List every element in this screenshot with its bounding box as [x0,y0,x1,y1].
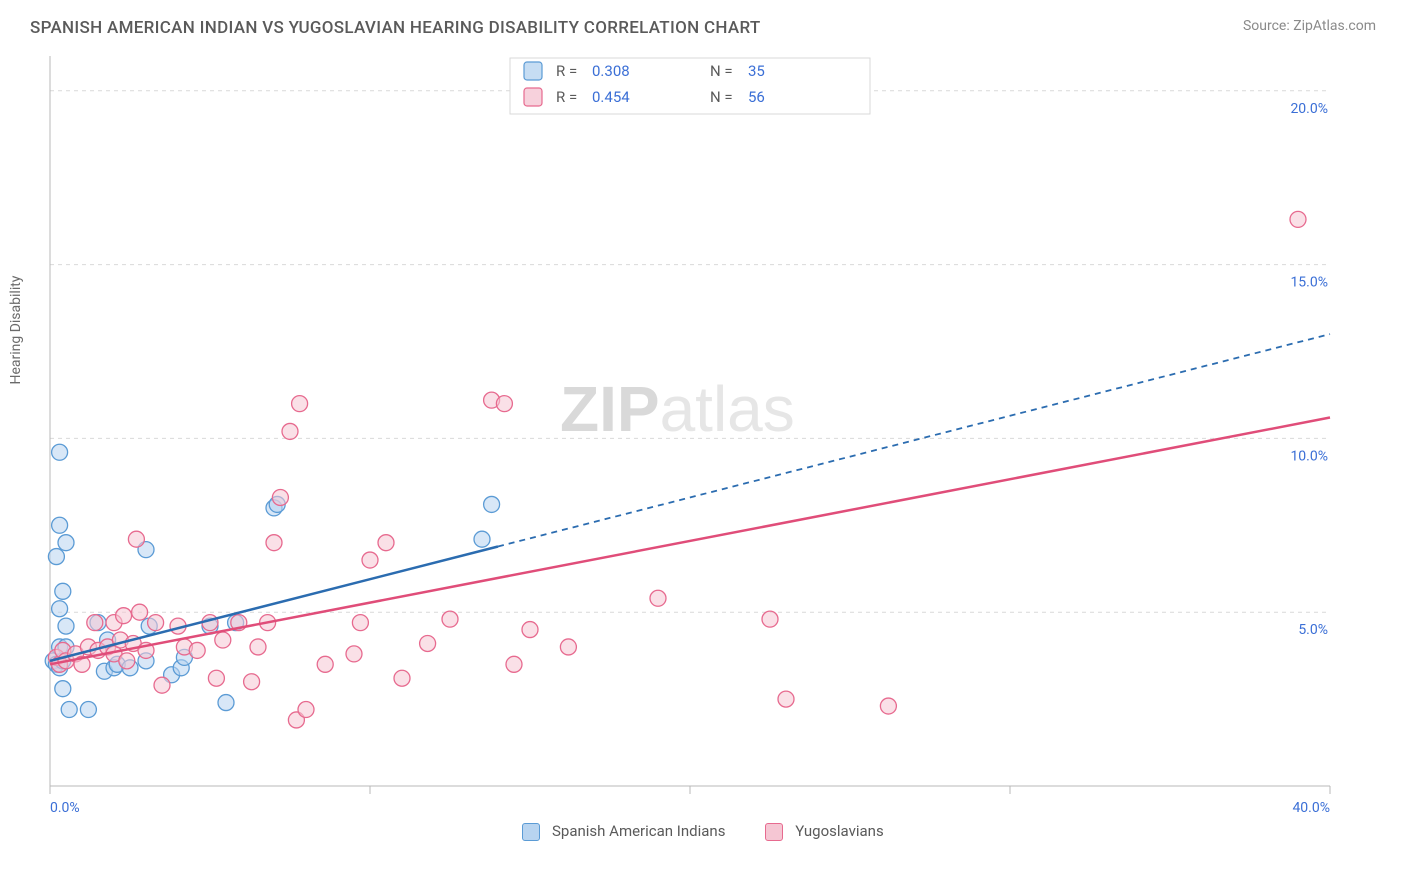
data-point-spanish [52,444,68,460]
data-point-yugo [650,590,666,606]
data-point-yugo [362,552,378,568]
data-point-spanish [52,601,68,617]
legend-r-label: R = [556,88,577,106]
data-point-spanish [80,702,96,718]
chart-title: SPANISH AMERICAN INDIAN VS YUGOSLAVIAN H… [30,18,761,38]
data-point-yugo [762,611,778,627]
data-point-yugo [189,642,205,658]
data-point-spanish [52,517,68,533]
legend-n-value-yugo: 56 [748,88,765,106]
y-tick-label: 5.0% [1298,622,1328,638]
data-point-spanish [474,531,490,547]
swatch-yugo [765,823,783,841]
data-point-yugo [116,608,132,624]
legend-r-label: R = [556,62,577,80]
legend-r-value-yugo: 0.454 [592,88,630,106]
data-point-yugo [208,670,224,686]
legend-swatch-yugo [524,88,542,106]
data-point-spanish [55,681,71,697]
data-point-yugo [317,656,333,672]
data-point-yugo [560,639,576,655]
data-point-spanish [484,496,500,512]
data-point-yugo [1290,211,1306,227]
data-point-spanish [58,618,74,634]
data-point-yugo [442,611,458,627]
data-point-spanish [58,535,74,551]
data-point-spanish [218,695,234,711]
data-point-yugo [506,656,522,672]
trend-line-yugo [50,418,1330,665]
watermark: ZIPatlas [560,373,795,445]
correlation-chart: 5.0% 10.0% 15.0% 20.0% ZIPatlas 0.0% 40.0% R = 0… [30,46,1350,816]
legend-label-spanish: Spanish American Indians [552,822,725,840]
data-point-yugo [132,604,148,620]
data-point-yugo [119,653,135,669]
swatch-spanish [522,823,540,841]
legend-n-label: N = [710,88,733,106]
data-point-yugo [880,698,896,714]
data-point-yugo [266,535,282,551]
data-point-yugo [346,646,362,662]
legend-r-value-spanish: 0.308 [592,62,630,80]
data-point-yugo [272,489,288,505]
legend-n-value-spanish: 35 [748,62,765,80]
data-point-yugo [420,635,436,651]
data-point-yugo [148,615,164,631]
data-point-spanish [48,549,64,565]
data-point-yugo [394,670,410,686]
legend-item-spanish: Spanish American Indians [522,822,725,841]
data-point-spanish [55,583,71,599]
data-point-yugo [292,396,308,412]
data-point-yugo [522,622,538,638]
source-label: Source: ZipAtlas.com [1243,18,1376,34]
data-point-yugo [244,674,260,690]
data-point-yugo [282,423,298,439]
data-point-yugo [250,639,266,655]
y-tick-label: 20.0% [1290,101,1328,117]
y-tick-label: 10.0% [1290,448,1328,464]
data-point-yugo [378,535,394,551]
legend-label-yugo: Yugoslavians [795,822,884,840]
legend-swatch-spanish [524,62,542,80]
data-point-yugo [352,615,368,631]
data-point-yugo [215,632,231,648]
data-point-yugo [496,396,512,412]
data-point-yugo [298,702,314,718]
y-axis-label: Hearing Disability [8,276,24,385]
data-point-yugo [154,677,170,693]
bottom-legend: Spanish American Indians Yugoslavians [0,822,1406,841]
legend-n-label: N = [710,62,733,80]
legend-item-yugo: Yugoslavians [765,822,883,841]
y-tick-label: 15.0% [1290,275,1328,291]
data-point-yugo [87,615,103,631]
data-point-yugo [128,531,144,547]
data-point-yugo [778,691,794,707]
x-tick-label: 0.0% [50,800,80,816]
data-point-spanish [61,702,77,718]
x-tick-label: 40.0% [1292,800,1330,816]
